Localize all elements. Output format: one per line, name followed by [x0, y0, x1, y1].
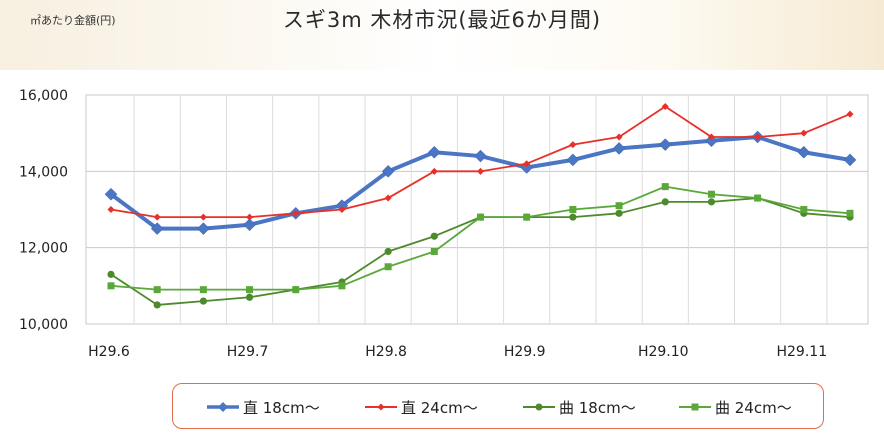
legend-label: 曲 24cm～: [715, 398, 792, 417]
legend-swatch-diamond: [207, 402, 239, 412]
data-point: [797, 145, 811, 159]
data-point: [707, 133, 715, 141]
data-point: [246, 286, 254, 294]
data-point: [292, 209, 300, 217]
data-point: [430, 167, 438, 175]
data-point: [243, 218, 256, 232]
legend-swatch-diamond-small: [365, 403, 397, 411]
data-point: [292, 286, 300, 294]
data-point: [800, 206, 808, 213]
data-point: [107, 282, 115, 290]
data-point: [615, 209, 623, 217]
data-point: [661, 183, 669, 191]
data-point: [846, 209, 854, 217]
data-point: [384, 263, 392, 271]
data-point: [707, 190, 715, 198]
data-point: [661, 198, 669, 206]
data-point: [338, 206, 346, 213]
series-line-4: [110, 185, 851, 291]
data-point: [707, 198, 716, 206]
data-point: [153, 213, 161, 221]
background-stain: [0, 0, 884, 70]
data-point: [199, 286, 207, 294]
data-point: [523, 213, 531, 221]
data-point: [569, 141, 577, 149]
legend: 直 18cm～ 直 24cm～ 曲 18cm～ 曲 24cm～: [172, 383, 824, 429]
data-point: [658, 138, 672, 151]
legend-item-straight-24: 直 24cm～: [365, 397, 478, 417]
y-tick-label: 16,000: [19, 88, 68, 104]
data-point: [430, 247, 438, 255]
legend-item-curved-18: 曲 18cm～: [523, 397, 636, 417]
data-point: [338, 282, 346, 290]
x-tick-label: H29.8: [365, 344, 407, 360]
x-tick-label: H29.7: [227, 344, 269, 360]
data-point: [107, 206, 115, 213]
data-point: [523, 160, 531, 168]
legend-item-curved-24: 曲 24cm～: [679, 397, 792, 417]
data-point: [199, 297, 207, 305]
data-point: [477, 213, 484, 221]
x-tick-label: H29.10: [638, 344, 689, 360]
data-point: [381, 164, 395, 178]
data-point: [430, 232, 438, 240]
chart-title: スギ3m 木材市況(最近6か月間): [282, 8, 602, 32]
x-tick-label: H29.9: [504, 344, 546, 360]
x-tick-label: H29.6: [88, 344, 130, 360]
data-point: [197, 222, 210, 235]
data-point: [843, 153, 857, 167]
data-point: [104, 187, 118, 201]
data-point: [153, 301, 161, 309]
data-point: [661, 102, 669, 110]
data-point: [569, 206, 577, 213]
data-point: [246, 213, 254, 221]
y-tick-label: 14,000: [19, 164, 68, 180]
x-tick-label: H29.11: [777, 344, 828, 360]
data-point: [569, 213, 577, 221]
data-point: [150, 222, 164, 235]
y-tick-label: 10,000: [19, 317, 68, 333]
data-point: [199, 213, 207, 221]
data-point: [245, 293, 254, 301]
data-point: [754, 194, 762, 202]
y-tick-label: 12,000: [19, 241, 68, 257]
legend-swatch-circle: [523, 403, 555, 411]
data-point: [846, 110, 854, 118]
data-point: [754, 133, 762, 141]
legend-label: 曲 18cm～: [559, 398, 636, 417]
data-point: [800, 129, 808, 137]
data-point: [615, 202, 623, 210]
data-point: [615, 133, 623, 141]
legend-label: 直 24cm～: [401, 398, 478, 417]
data-point: [612, 142, 626, 155]
data-point: [566, 153, 580, 167]
legend-item-straight-18: 直 18cm～: [207, 397, 320, 417]
data-point: [384, 247, 392, 256]
legend-label: 直 18cm～: [243, 398, 320, 417]
legend-swatch-square: [679, 403, 711, 411]
data-point: [384, 194, 392, 202]
data-point: [107, 270, 115, 278]
data-point: [474, 149, 487, 163]
data-point: [427, 145, 441, 159]
data-point: [153, 286, 161, 294]
data-point: [477, 167, 484, 175]
y-axis-unit-label: ㎡あたり金額(円): [30, 14, 116, 27]
